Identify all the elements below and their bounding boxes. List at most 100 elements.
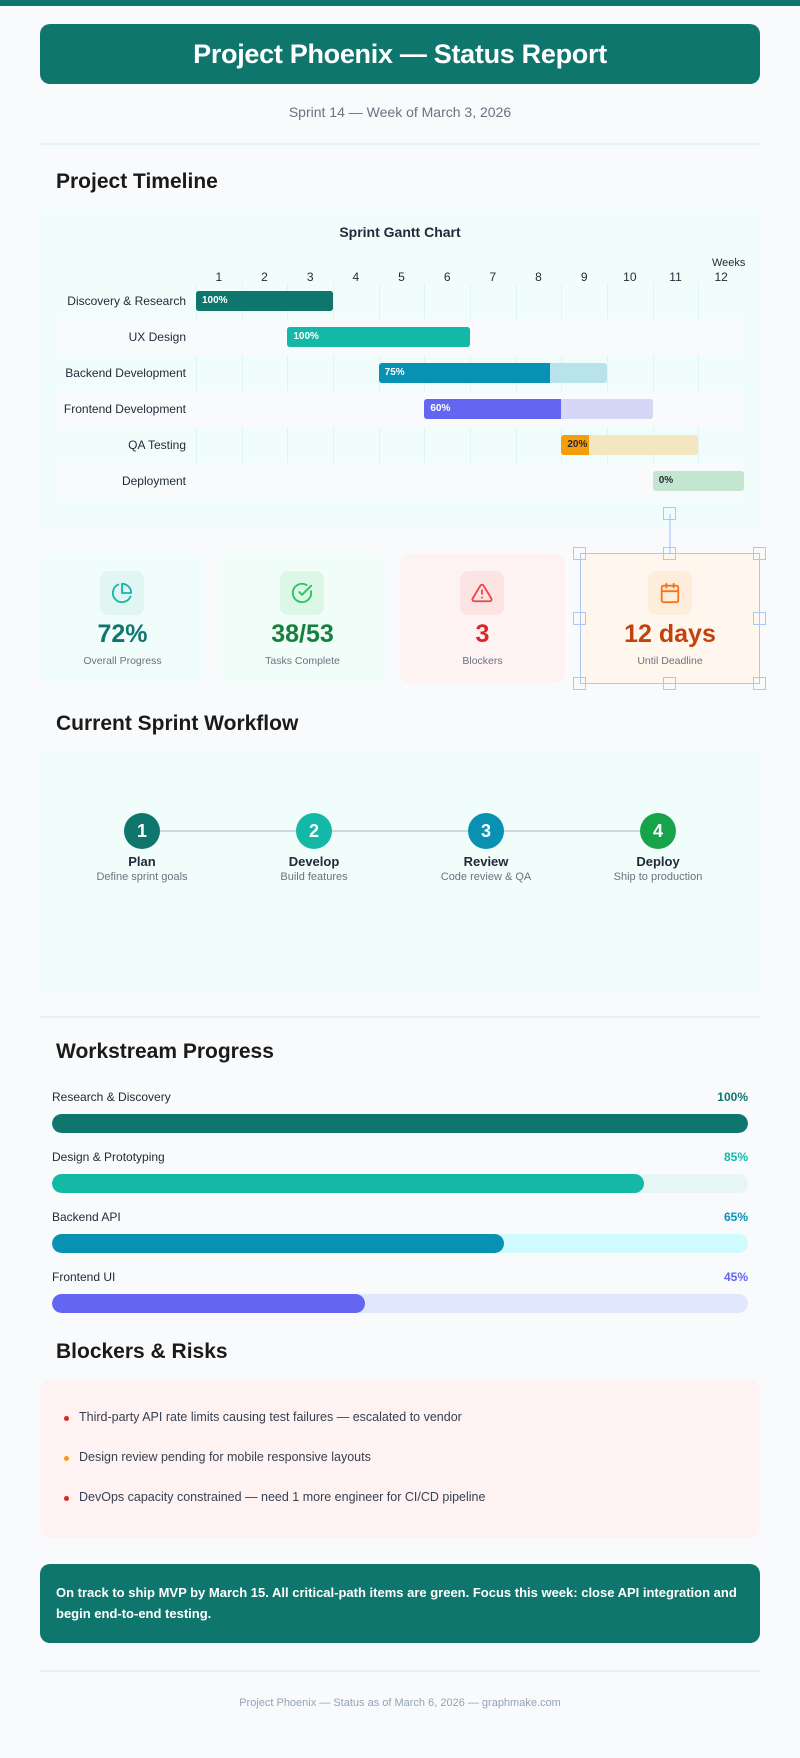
task-progress-label: 0% [658,475,674,486]
grid-cell [515,427,562,463]
stat-value: 12 days [624,620,716,648]
workflow-step[interactable]: 1 Plan Define sprint goals [62,813,222,883]
grid-cell [196,427,242,463]
stat-card: 12 days Until Deadline [580,554,760,683]
workstream-percent: 100% [717,1090,748,1104]
grid-cell [652,355,699,391]
task-label: QA Testing [128,438,186,452]
workflow-panel [40,752,760,992]
resize-handle-sw[interactable] [573,677,586,690]
grid-cell [378,283,425,319]
blockers-panel [40,1380,760,1538]
section-title-timeline: Project Timeline [56,170,218,193]
x-tick: 12 [714,270,728,284]
resize-handle-n[interactable] [663,547,676,560]
gantt-row: Backend Development 75% [56,355,744,391]
step-description: Ship to production [613,871,703,883]
alert-triangle-icon [460,571,504,615]
x-tick: 2 [261,270,268,284]
resize-handle-ne[interactable] [753,547,766,560]
divider [40,143,760,145]
workstream-label: Frontend UI [52,1270,116,1284]
gantt-row: Deployment 0% [56,463,745,499]
step-number-badge: 1 [124,813,160,849]
grid-cell [607,355,653,391]
section-title-workflow: Current Sprint Workflow [56,712,299,735]
resize-handle-nw[interactable] [573,547,586,560]
step-name: Plan [128,854,156,869]
x-tick: 1 [215,270,223,284]
progress-bar [52,1174,748,1193]
workflow-step[interactable]: 2 Develop Build features [234,813,394,883]
progress-bar-fill [52,1234,505,1253]
workstream-label: Research & Discovery [52,1090,171,1104]
step-number-badge: 4 [640,813,676,849]
workstream-label: Design & Prototyping [52,1150,165,1164]
grid-cell [470,427,516,463]
x-axis-label: Weeks [712,257,746,269]
task-bar-progress [561,435,589,455]
grid-cell [333,427,379,463]
task-bar[interactable]: 75% [378,363,608,383]
step-description: Code review & QA [440,871,532,883]
task-bar-progress [424,399,562,419]
workstream-percent: 65% [723,1210,748,1224]
blocker-item: Third-party API rate limits causing test… [79,1410,462,1424]
grid-cell [698,355,744,391]
step-number-badge: 2 [296,813,332,849]
task-label: UX Design [128,330,186,344]
grid-cell [196,355,242,391]
blocker-item: DevOps capacity constrained — need 1 mor… [79,1490,486,1504]
resize-handle-e[interactable] [753,612,766,625]
grid-cell [333,283,379,319]
grid-cell [515,283,562,319]
x-tick: 9 [580,270,588,284]
workstream-label: Backend API [52,1210,121,1224]
pie-chart-icon [100,571,144,615]
workflow-step[interactable]: 4 Deploy Ship to production [578,813,738,883]
task-bar[interactable]: 100% [287,327,470,347]
section-title-workstreams: Workstream Progress [56,1040,274,1063]
grid-cell [333,355,379,391]
blocker-item: Design review pending for mobile respons… [79,1450,371,1464]
progress-bar-fill [52,1294,366,1313]
severity-dot-icon [64,1496,69,1501]
resize-handle-se[interactable] [753,677,766,690]
stat-card: 72% Overall Progress [40,554,205,683]
workflow-connector [142,830,658,832]
page-title: Project Phoenix — Status Report [193,38,607,69]
stat-label: Tasks Complete [265,655,340,667]
step-name: Develop [288,854,340,869]
task-label: Backend Development [65,366,186,380]
workstream-percent: 45% [723,1270,748,1284]
workflow-step[interactable]: 3 Review Code review & QA [406,813,566,883]
task-bar[interactable]: 20% [561,435,699,455]
grid-cell [424,283,470,319]
x-tick: 6 [443,270,451,284]
x-tick: 4 [352,270,360,284]
task-bar[interactable]: 0% [652,471,745,491]
task-progress-label: 75% [384,367,405,378]
x-tick: 11 [669,270,682,284]
grid-cell [287,427,333,463]
progress-bar [52,1234,748,1253]
x-tick: 8 [535,270,542,284]
task-progress-label: 20% [567,439,588,450]
task-bar[interactable]: 100% [196,291,333,311]
divider [40,1016,760,1018]
task-bar-progress [196,291,333,311]
task-label: Deployment [121,474,186,488]
progress-bar-fill [52,1114,748,1133]
x-tick: 7 [489,270,497,284]
resize-handle-w[interactable] [573,612,586,625]
step-number-badge: 3 [468,813,504,849]
section-title-blockers: Blockers & Risks [56,1340,228,1363]
task-label: Frontend Development [63,402,186,416]
task-progress-label: 100% [293,331,319,342]
rotate-handle[interactable] [663,507,676,520]
resize-handle-s[interactable] [663,677,676,690]
stat-value: 72% [97,620,148,648]
grid-cell [424,427,470,463]
task-bar[interactable]: 60% [424,399,653,419]
sprint-subtitle: Sprint 14 — Week of March 3, 2026 [288,104,512,120]
